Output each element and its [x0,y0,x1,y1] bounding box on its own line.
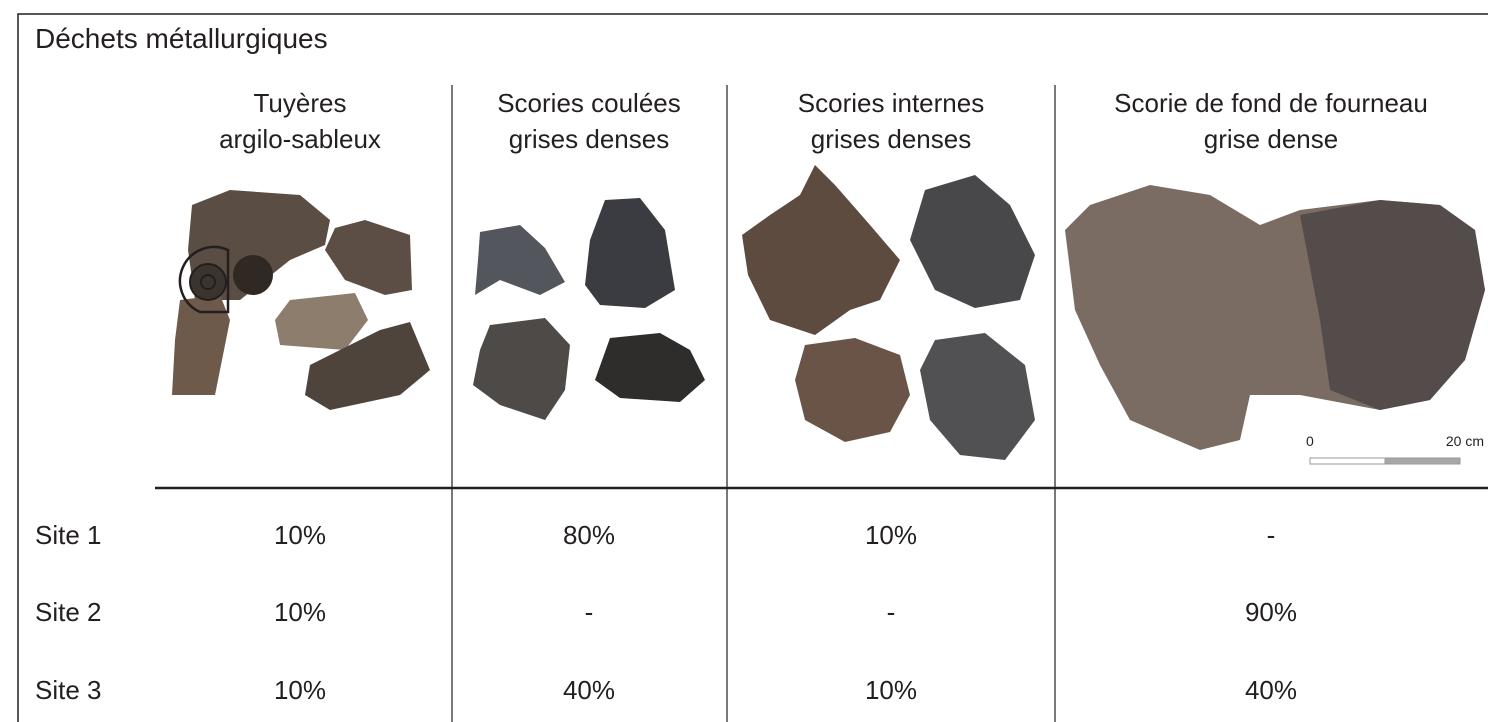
rock [595,333,705,402]
scorie-coulee-photos [473,198,705,420]
column-header: Scorie de fond de fourneau [1114,88,1428,118]
rock [475,225,565,295]
scale-segment [1384,457,1461,465]
rock [1300,200,1485,410]
rock [585,198,675,308]
row-label: Site 3 [35,675,102,705]
tuyere-photos [172,190,430,410]
section-outline [178,245,230,314]
scale-end-label: 20 cm [1446,433,1484,449]
row-label: Site 1 [35,520,102,550]
column-header: grises denses [509,124,669,154]
frame [17,13,1488,722]
row-label: Site 2 [35,597,102,627]
figure-title: Déchets métallurgiques [35,23,328,54]
scorie-fond-photo [1065,185,1485,450]
rock [742,165,900,335]
rock [200,274,216,290]
table-cell: 80% [563,520,615,550]
rock [172,295,230,395]
table-cell: 40% [563,675,615,705]
rock [325,220,412,295]
table-cell: 10% [274,597,326,627]
table-cell: - [1267,520,1276,550]
scorie-interne-photos [742,165,1035,460]
column-header: Scories coulées [497,88,681,118]
scale-segment [1309,457,1386,465]
rock [795,338,910,442]
table-cell: 90% [1245,597,1297,627]
rock [305,322,430,410]
column-header: Tuyères [254,88,347,118]
scale-bar: 0 20 cm [1306,433,1484,465]
rock [233,255,273,295]
scale-start-label: 0 [1306,433,1314,449]
rock [189,263,227,301]
column-header: grises denses [811,124,971,154]
table-cell: 10% [865,520,917,550]
table-cell: 10% [274,675,326,705]
table-cell: 40% [1245,675,1297,705]
rock [910,175,1035,308]
table-cell: - [887,597,896,627]
dividers [451,85,1056,722]
column-header: Scories internes [798,88,984,118]
rock [275,293,368,350]
table-cell: 10% [865,675,917,705]
table-cell: - [585,597,594,627]
rock [920,333,1035,460]
column-header: grise dense [1204,124,1338,154]
column-header: argilo-sableux [219,124,381,154]
table-cell: 10% [274,520,326,550]
rock [473,318,570,420]
